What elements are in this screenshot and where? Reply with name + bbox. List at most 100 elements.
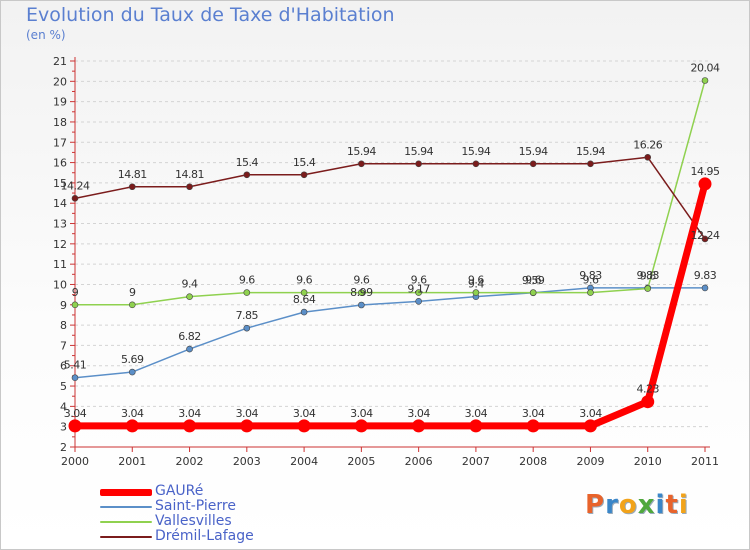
data-point bbox=[300, 289, 308, 296]
data-point bbox=[128, 183, 136, 191]
data-point bbox=[469, 419, 483, 433]
data-point bbox=[415, 160, 422, 168]
data-point bbox=[186, 345, 193, 353]
y-tick-label: 2 bbox=[60, 441, 67, 454]
legend-label-1: Saint-Pierre bbox=[155, 498, 236, 514]
data-label: 3.04 bbox=[407, 407, 430, 420]
data-label: 15.4 bbox=[293, 156, 316, 169]
logo-letter: t bbox=[665, 490, 679, 520]
y-tick-label: 15 bbox=[53, 177, 67, 190]
y-tick-label: 16 bbox=[53, 157, 67, 170]
chart-subtitle: (en %) bbox=[26, 28, 66, 42]
data-point bbox=[186, 293, 193, 300]
data-label: 9.6 bbox=[468, 274, 484, 287]
data-label: 9.83 bbox=[636, 269, 659, 282]
y-tick-label: 6 bbox=[60, 360, 67, 373]
data-label: 8.99 bbox=[350, 286, 373, 299]
y-tick-label: 4 bbox=[60, 400, 67, 413]
data-label: 3.04 bbox=[522, 407, 545, 420]
data-point bbox=[529, 160, 537, 168]
series-line-GAURé bbox=[71, 180, 709, 430]
data-label: 9.83 bbox=[579, 269, 602, 282]
data-label: 3.04 bbox=[350, 407, 373, 420]
data-point bbox=[701, 235, 709, 243]
data-label: 7.85 bbox=[236, 309, 259, 322]
data-label: 15.94 bbox=[347, 145, 376, 158]
y-tick-label: 10 bbox=[53, 278, 67, 291]
y-tick-label: 8 bbox=[60, 319, 67, 332]
data-label: 9.6 bbox=[525, 274, 541, 287]
data-label: 15.4 bbox=[236, 156, 259, 169]
legend-label-0: GAURé bbox=[155, 483, 204, 499]
x-tick-label: 2000 bbox=[61, 455, 89, 468]
logo-letter: i bbox=[678, 490, 689, 520]
data-point bbox=[300, 308, 308, 316]
data-label: 3.04 bbox=[121, 407, 144, 420]
data-point bbox=[243, 324, 251, 332]
x-tick-label: 2010 bbox=[634, 455, 662, 468]
data-point bbox=[71, 374, 79, 382]
legend-swatch-3 bbox=[100, 536, 152, 538]
data-label: 8.64 bbox=[293, 293, 316, 306]
y-tick-label: 3 bbox=[60, 421, 67, 434]
legend-label-2: Vallesvilles bbox=[155, 513, 232, 529]
data-point bbox=[641, 395, 655, 409]
data-label: 16.26 bbox=[633, 138, 662, 151]
logo-letter: r bbox=[605, 490, 619, 520]
y-tick-label: 5 bbox=[60, 380, 67, 393]
x-tick-label: 2005 bbox=[347, 455, 375, 468]
data-point bbox=[644, 285, 652, 292]
data-label: 15.94 bbox=[461, 145, 490, 158]
data-point bbox=[701, 284, 709, 292]
y-tick-label: 21 bbox=[53, 55, 67, 68]
logo-letter: x bbox=[637, 490, 656, 520]
data-point bbox=[698, 177, 712, 191]
data-label: 9.6 bbox=[296, 274, 312, 287]
data-point bbox=[583, 419, 597, 433]
x-tick-label: 2011 bbox=[691, 455, 719, 468]
data-label: 9.6 bbox=[353, 274, 369, 287]
y-tick-label: 9 bbox=[60, 299, 67, 312]
y-tick-label: 18 bbox=[53, 116, 67, 129]
logo-letter: i bbox=[655, 490, 666, 520]
data-label: 15.94 bbox=[519, 145, 548, 158]
data-point bbox=[644, 153, 652, 161]
logo-letter: o bbox=[618, 490, 638, 520]
x-tick-label: 2006 bbox=[405, 455, 433, 468]
data-label: 9.17 bbox=[407, 282, 430, 295]
y-tick-label: 7 bbox=[60, 339, 67, 352]
data-point bbox=[128, 301, 136, 309]
data-label: 14.24 bbox=[61, 179, 90, 192]
data-label: 3.04 bbox=[178, 407, 201, 420]
data-point bbox=[358, 160, 365, 168]
data-label: 3.04 bbox=[579, 407, 602, 420]
data-label: 9.4 bbox=[182, 278, 198, 291]
chart-title: Evolution du Taux de Taxe d'Habitation bbox=[26, 4, 395, 26]
y-tick-label: 17 bbox=[53, 136, 67, 149]
data-point bbox=[240, 419, 254, 433]
series-line-Vallesvilles bbox=[74, 79, 706, 306]
data-label: 9.4 bbox=[468, 278, 484, 291]
data-label: 3.04 bbox=[64, 407, 87, 420]
proxiti-logo: Proxiti bbox=[585, 490, 689, 520]
data-label: 14.95 bbox=[691, 165, 720, 178]
data-label: 9.83 bbox=[694, 269, 717, 282]
data-label: 3.04 bbox=[465, 407, 488, 420]
data-label: 6.82 bbox=[178, 330, 201, 343]
x-tick-label: 2008 bbox=[519, 455, 547, 468]
data-point bbox=[415, 289, 422, 296]
y-tick-label: 20 bbox=[53, 75, 67, 88]
data-label: 9.6 bbox=[582, 274, 598, 287]
data-label: 9.59 bbox=[522, 274, 545, 287]
data-point bbox=[125, 419, 139, 433]
logo-letter: P bbox=[585, 490, 606, 520]
data-label: 4.23 bbox=[636, 383, 659, 396]
data-point bbox=[526, 419, 540, 433]
data-point bbox=[415, 298, 422, 305]
data-label: 9 bbox=[72, 286, 79, 299]
x-tick-label: 2002 bbox=[176, 455, 204, 468]
data-label: 9.6 bbox=[411, 274, 427, 287]
legend-swatch-0 bbox=[100, 489, 152, 496]
data-point bbox=[587, 160, 594, 168]
